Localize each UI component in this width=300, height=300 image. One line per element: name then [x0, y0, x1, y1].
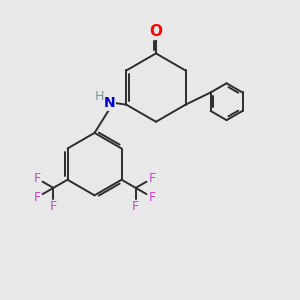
Text: H: H — [95, 90, 104, 103]
Text: O: O — [149, 24, 162, 39]
Text: F: F — [148, 172, 156, 185]
Text: F: F — [148, 191, 156, 204]
Text: F: F — [132, 200, 139, 213]
Text: F: F — [33, 191, 40, 204]
Text: N: N — [103, 96, 115, 110]
Text: F: F — [33, 172, 40, 185]
Text: F: F — [50, 200, 57, 213]
